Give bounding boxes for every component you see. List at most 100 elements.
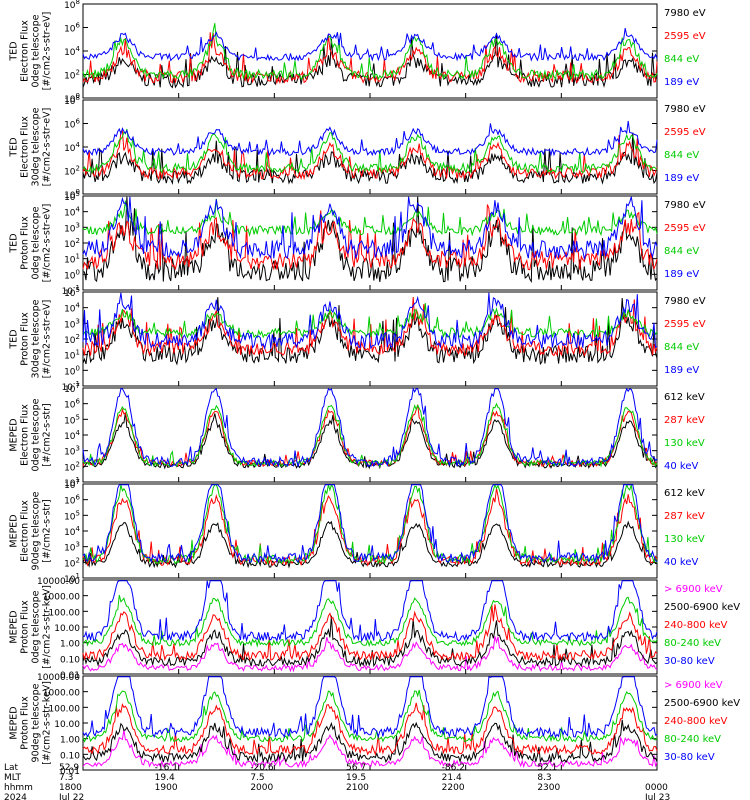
y-axis-label: MEPEDProton Flux90deg telescope[#/cm2-s-… [9, 681, 53, 765]
legend-entry: 40 keV [664, 461, 698, 472]
y-tick-label: 104 [64, 302, 80, 315]
y-tick-label: 104 [64, 45, 80, 58]
time-axis-value: 2100 [346, 783, 369, 793]
y-tick-label: 103 [64, 317, 80, 330]
y-tick-label: 104 [64, 525, 80, 538]
time-axis-value: 0000 [645, 783, 668, 793]
y-tick-label: 105 [64, 509, 80, 522]
y-tick-label: 107 [64, 382, 80, 395]
legend-entry: 240-800 keV [664, 620, 728, 631]
legend-entry: 844 eV [664, 150, 699, 161]
legend-entry: 612 keV [664, 392, 705, 403]
flux-panel-5: 101 102 103 104 105 106 107 MEPEDElectron Flux0… [9, 382, 705, 489]
y-axis-label: MEPEDElectron Flux90deg telescope[#/cm2-… [9, 491, 53, 570]
time-axis-row-label: hhmm [4, 783, 33, 793]
series-line [82, 198, 658, 238]
time-axis-row-label: MLT [4, 773, 22, 783]
y-tick-label: 102 [64, 165, 80, 178]
time-axis-value: 56.7 [346, 763, 366, 773]
y-axis-label: MEPEDElectron Flux0deg telescope[#/cm2-s… [9, 398, 53, 471]
y-tick-label: 100 [64, 92, 80, 105]
y-tick-label: 10-1 [62, 380, 80, 393]
y-tick-label: 104 [64, 141, 80, 154]
y-tick-label: 100 [64, 188, 80, 201]
series-line [82, 32, 658, 85]
time-axis-value: -20.6 [250, 763, 274, 773]
time-axis-value: 19.5 [346, 773, 366, 783]
y-tick-label: 101 [64, 476, 80, 489]
series-line [82, 615, 658, 668]
time-axis-value: Jul 23 [644, 793, 670, 800]
flux-panel-3: 10-1 100 101 102 103 104 105 TEDProton Flux0deg… [9, 190, 706, 297]
legend-entry: 189 eV [664, 269, 699, 280]
flux-panel-1: 100 102 104 106 108 TEDElectron Flux0deg tele… [9, 0, 706, 105]
series-line [82, 702, 658, 756]
y-axis-label: TEDProton Flux30deg telescope[#/cm2-s-st… [9, 299, 53, 378]
panel-stack: 100 102 104 106 108 TEDElectron Flux0deg tele… [9, 0, 741, 777]
legend-entry: 80-240 keV [664, 638, 721, 649]
time-axis-value: 8.3 [537, 773, 551, 783]
y-tick-label: 104 [64, 429, 80, 442]
legend-entry: 240-800 keV [664, 716, 728, 727]
y-tick-label: 101 [64, 349, 80, 362]
legend-entry: 130 keV [664, 534, 705, 545]
legend-entry: 287 keV [664, 415, 705, 426]
time-axis-value: 2200 [442, 783, 465, 793]
y-axis-label: TEDElectron Flux30deg telescope[#/cm2-s-… [9, 107, 53, 186]
y-tick-label: 10-1 [62, 284, 80, 297]
y-tick-label: 0.01 [60, 671, 80, 681]
legend-entry: 7980 eV [664, 104, 706, 115]
series-line [82, 604, 658, 662]
legend-entry: 189 eV [664, 173, 699, 184]
legend-entry: 189 eV [664, 77, 699, 88]
y-axis-label: TEDProton Flux0deg telescope[#/cm2-s-str… [9, 204, 53, 283]
flux-panel-6: 101 102 103 104 105 106 107 MEPEDElectron Flux9… [9, 478, 705, 585]
legend-entry: 7980 eV [664, 296, 706, 307]
y-tick-label: 10000.00 [37, 577, 80, 587]
time-axis-value: 1800 [59, 783, 82, 793]
series-line [82, 404, 658, 468]
legend-entry: 2595 eV [664, 319, 706, 330]
y-tick-label: 103 [64, 541, 80, 554]
y-tick-label: 106 [64, 22, 80, 35]
legend-entry: 130 keV [664, 438, 705, 449]
flux-panel-4: 10-1 100 101 102 103 104 105 TEDProton Flux30de… [9, 286, 706, 393]
y-tick-label: 100.00 [49, 608, 81, 618]
y-tick-label: 1.00 [60, 640, 80, 650]
series-line [82, 483, 658, 566]
time-axis-value: 2300 [537, 783, 560, 793]
series-line [82, 128, 658, 175]
legend-entry: 612 keV [664, 488, 705, 499]
time-axis-value: 7.3 [59, 773, 73, 783]
legend-entry: 2595 eV [664, 127, 706, 138]
series-line [82, 488, 658, 567]
y-tick-label: 10.00 [54, 720, 80, 730]
legend-entry: 2500-6900 keV [664, 698, 740, 709]
y-tick-label: 0.10 [60, 655, 80, 665]
legend-entry: 80-240 keV [664, 734, 721, 745]
y-axis-label: TEDElectron Flux0deg telescope[#/cm2-s-s… [9, 12, 53, 91]
series-line [82, 196, 658, 284]
series-line [82, 484, 658, 564]
legend-entry: 189 eV [664, 365, 699, 376]
y-tick-label: 102 [64, 556, 80, 569]
y-tick-label: 101 [64, 253, 80, 266]
y-tick-label: 107 [64, 478, 80, 491]
series-line [82, 130, 658, 181]
legend-entry: 30-80 keV [664, 656, 715, 667]
time-axis-value: 52.1 [537, 763, 557, 773]
y-tick-label: 108 [64, 0, 80, 11]
series-line [82, 28, 658, 62]
legend-entry: 40 keV [664, 557, 698, 568]
time-axis-value: 52.9 [59, 763, 79, 773]
y-tick-label: 0.10 [60, 751, 80, 761]
legend-entry: 7980 eV [664, 200, 706, 211]
y-tick-label: 10000.00 [37, 673, 80, 683]
y-tick-label: 0.01 [60, 767, 80, 777]
y-tick-label: 10.00 [54, 624, 80, 634]
y-tick-label: 101 [64, 572, 80, 585]
panel-frame [82, 387, 658, 483]
series-line [82, 594, 658, 648]
